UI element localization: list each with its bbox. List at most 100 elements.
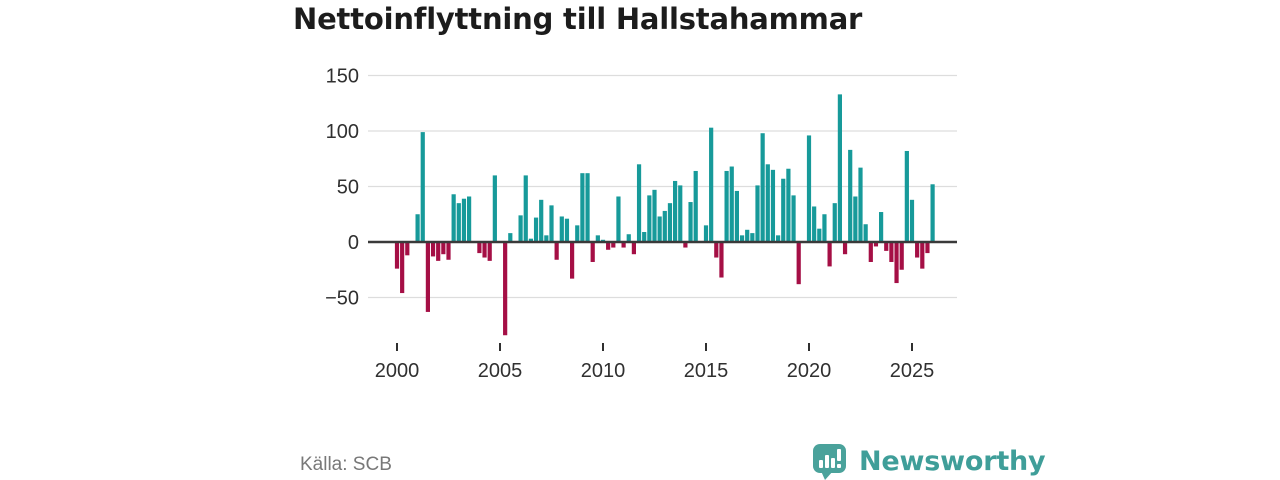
chart-title: Nettoinflyttning till Hallstahammar	[293, 2, 863, 36]
bar	[425, 242, 430, 312]
bar	[832, 203, 837, 242]
bar	[889, 242, 894, 262]
bar	[879, 212, 884, 242]
bar	[477, 242, 482, 254]
y-tick-label: 100	[326, 121, 359, 143]
bar	[894, 242, 899, 284]
bar	[482, 242, 487, 258]
newsworthy-brand: Newsworthy	[812, 443, 1046, 480]
bar	[549, 205, 554, 242]
bar	[899, 242, 904, 270]
bars	[394, 94, 935, 336]
bar	[564, 218, 570, 242]
bar	[559, 216, 564, 242]
x-tick-label: 2020	[787, 360, 832, 382]
bar	[554, 242, 559, 260]
bar	[812, 206, 817, 242]
bar	[487, 242, 492, 261]
bar	[719, 242, 724, 278]
y-axis-labels: 150 100 50 0 −50	[325, 66, 359, 310]
bar	[822, 214, 827, 242]
y-tick-label: −50	[325, 288, 359, 310]
bar	[760, 133, 765, 242]
bar	[853, 196, 858, 242]
bar	[791, 195, 796, 242]
bar	[786, 168, 791, 242]
bar	[873, 242, 879, 247]
bar	[647, 195, 652, 242]
bar	[430, 242, 436, 257]
bar	[724, 170, 729, 242]
bar	[755, 185, 760, 242]
bar	[436, 242, 441, 261]
bar	[533, 217, 539, 242]
bar	[570, 242, 575, 279]
bar	[930, 184, 935, 242]
bar	[636, 164, 642, 242]
bar	[580, 173, 585, 242]
bar	[492, 175, 497, 242]
bar	[508, 233, 513, 242]
bar	[405, 242, 410, 256]
bar	[611, 242, 616, 248]
bar	[714, 242, 719, 258]
bar	[467, 196, 472, 242]
bar	[590, 242, 595, 262]
bar	[770, 169, 776, 242]
bar	[626, 234, 631, 242]
bar	[678, 185, 683, 242]
x-tick-label: 2000	[375, 360, 420, 382]
bar	[693, 170, 698, 242]
bar	[461, 198, 467, 242]
bar	[745, 229, 750, 242]
bar	[456, 203, 461, 242]
bar	[606, 242, 611, 250]
bar	[776, 235, 781, 242]
bar	[441, 242, 446, 255]
x-tick-label: 2005	[478, 360, 523, 382]
bar	[863, 224, 868, 242]
bar	[858, 167, 863, 242]
net-migration-bar-chart: 150 100 50 0 −50 2000 2005 2010 2015 2020 2025	[325, 66, 957, 382]
newsworthy-wordmark: Newsworthy	[859, 446, 1046, 477]
bar	[652, 189, 657, 242]
bar	[575, 225, 580, 242]
bar	[667, 203, 673, 242]
bar	[842, 242, 848, 255]
x-tick-label: 2025	[890, 360, 935, 382]
bar	[734, 190, 739, 242]
bar	[420, 132, 425, 242]
source-label: Källa: SCB	[300, 454, 392, 475]
x-axis-labels: 2000 2005 2010 2015 2020 2025	[375, 360, 935, 382]
bar	[848, 149, 853, 242]
bar	[528, 238, 533, 242]
bar	[400, 242, 405, 294]
bar	[915, 242, 920, 258]
bar	[925, 242, 930, 254]
bar	[868, 242, 873, 262]
bar	[451, 194, 456, 242]
bar	[837, 94, 842, 243]
bar	[657, 216, 662, 242]
bar	[394, 242, 400, 269]
bar	[729, 166, 734, 242]
bar	[884, 242, 889, 251]
bar	[595, 235, 600, 242]
y-tick-label: 150	[326, 66, 359, 88]
bar	[703, 225, 709, 242]
bar	[765, 164, 770, 242]
bar	[642, 232, 647, 242]
bar	[415, 214, 420, 242]
bar	[523, 175, 528, 242]
bar	[904, 150, 909, 242]
bar	[503, 242, 508, 336]
bar	[673, 180, 678, 242]
y-tick-label: 0	[348, 232, 359, 254]
bar	[688, 202, 693, 242]
bar	[709, 127, 714, 242]
bar	[806, 135, 812, 242]
bar	[739, 235, 745, 242]
bar	[616, 196, 621, 242]
bar	[585, 173, 590, 242]
